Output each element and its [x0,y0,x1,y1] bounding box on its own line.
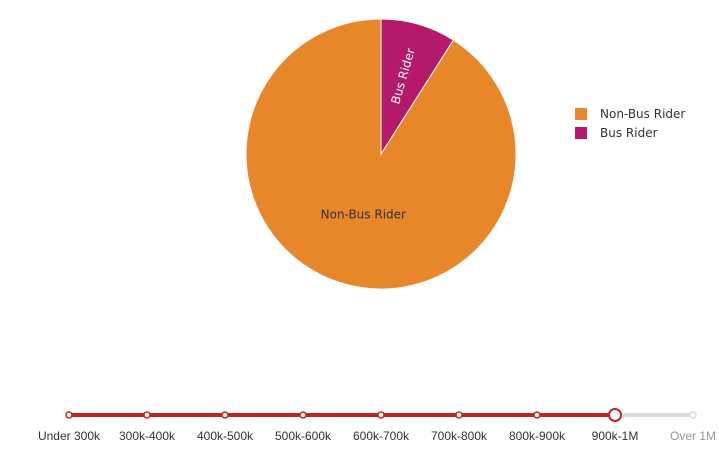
slice-label-non-bus-rider: Non-Bus Rider [321,207,406,221]
slider-tick-4[interactable] [377,411,385,419]
legend-swatch-bus-rider[interactable] [575,127,587,139]
legend-label-bus-rider[interactable]: Bus Rider [600,126,658,140]
slider-tick-6[interactable] [533,411,541,419]
slider-label-5[interactable]: 700k-800k [431,429,488,443]
slider-label-2[interactable]: 400k-500k [197,429,254,443]
pie-slice-bus-rider[interactable] [380,18,455,156]
slider-label-1[interactable]: 300k-400k [119,429,176,443]
price-range-slider[interactable]: Under 300k 300k-400k 400k-500k 500k-600k 600… [38,408,716,443]
slider-label-6[interactable]: 800k-900k [509,429,566,443]
slider-tick-3[interactable] [299,411,307,419]
slider-label-0[interactable]: Under 300k [38,429,101,443]
slider-handle[interactable] [608,408,622,422]
slider-tick-2[interactable] [221,411,229,419]
slider-tick-8[interactable] [689,411,697,419]
slider-label-8[interactable]: Over 1M [670,429,716,443]
slider-tick-5[interactable] [455,411,463,419]
slider-tick-0[interactable] [65,411,73,419]
slider-label-4[interactable]: 600k-700k [353,429,410,443]
slider-label-3[interactable]: 500k-600k [275,429,332,443]
legend: Non-Bus Rider Bus Rider [575,107,685,140]
slider-label-7[interactable]: 900k-1M [592,429,639,443]
legend-label-non-bus-rider[interactable]: Non-Bus Rider [600,107,685,121]
slider-tick-1[interactable] [143,411,151,419]
legend-swatch-non-bus-rider[interactable] [575,108,587,120]
